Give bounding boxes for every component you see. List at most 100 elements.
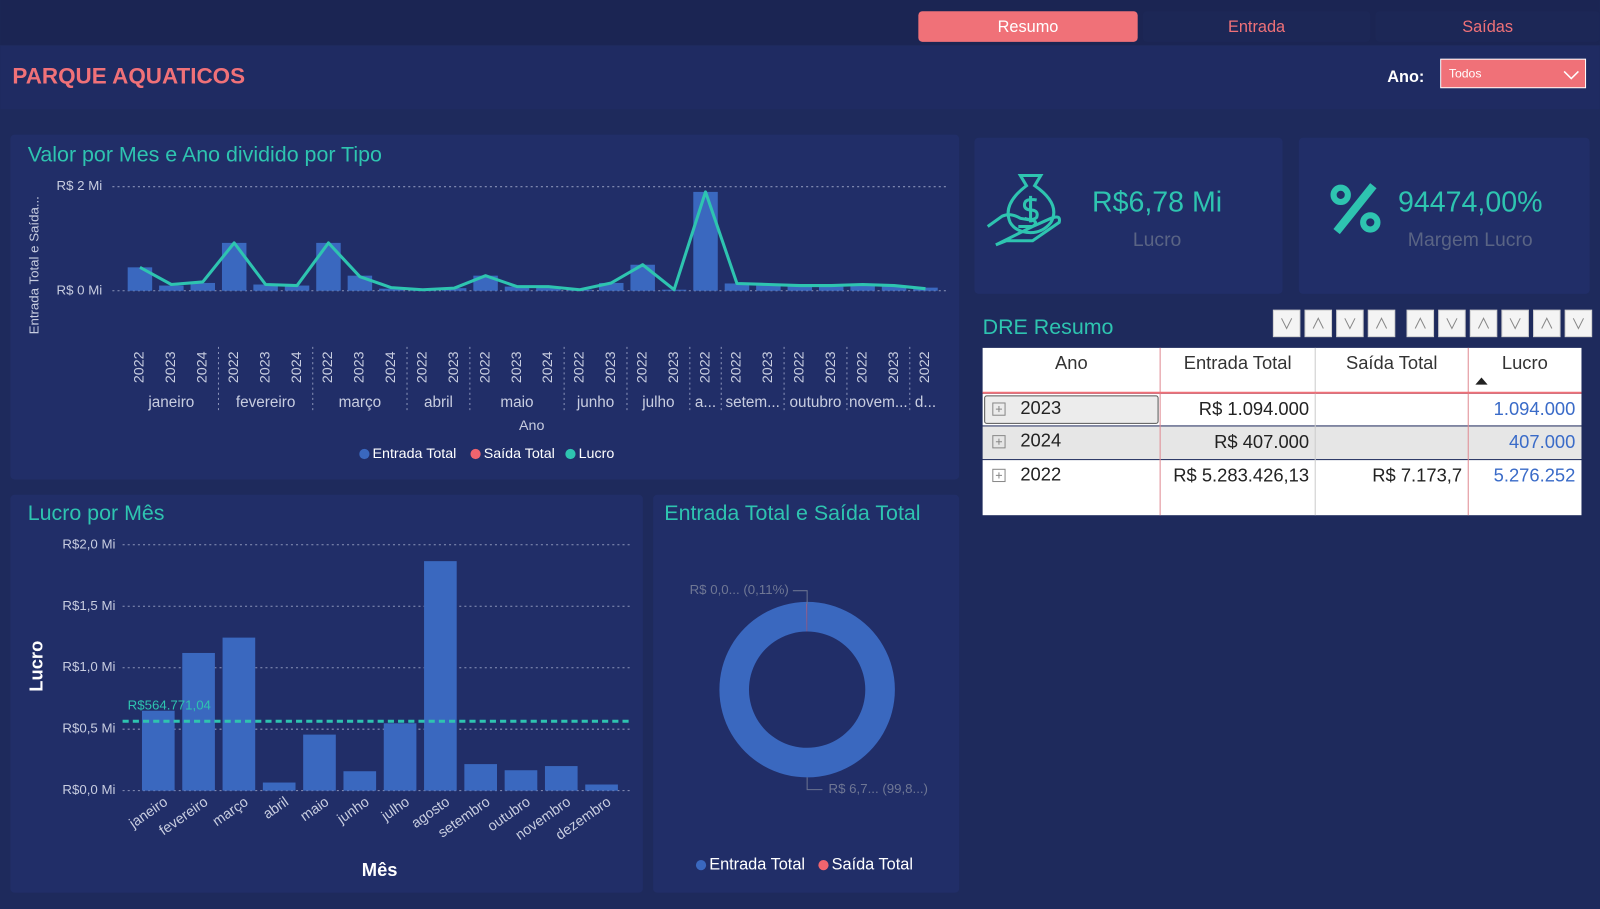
table-cell: 2022 — [1020, 463, 1061, 484]
data-label: R$ 0,0... (0,11%) — [690, 582, 789, 597]
bar — [756, 285, 781, 291]
tab[interactable] — [918, 11, 1138, 42]
x-group-label: fevereiro — [236, 394, 296, 411]
expand-icon — [992, 435, 1006, 449]
kpi-label: Margem Lucro — [1408, 229, 1533, 251]
toolbar-button[interactable] — [1501, 309, 1529, 338]
bar — [222, 637, 256, 791]
panel — [653, 494, 960, 893]
panel — [10, 134, 960, 480]
legend-label: Saída Total — [484, 446, 555, 462]
cell-text: R$ 1.094.000 — [1198, 398, 1310, 420]
x-group-label: maio — [500, 394, 533, 411]
cell-text: 5.276.252 — [1493, 465, 1576, 486]
table-cell: 407.000 — [1508, 431, 1576, 452]
selected-cell — [984, 395, 1159, 424]
x-group-label: abril — [424, 394, 453, 411]
bar — [424, 561, 457, 791]
toolbar-button[interactable] — [1533, 309, 1561, 338]
bar — [303, 734, 336, 791]
leader-line — [806, 777, 823, 791]
toolbar-button[interactable] — [1304, 309, 1333, 338]
x-group-label: outubro — [790, 394, 842, 411]
x-group-label: novem... — [849, 394, 908, 411]
bar — [881, 285, 907, 291]
column-header: Lucro — [1502, 352, 1548, 373]
bar — [379, 288, 404, 291]
filter-dropdown[interactable] — [1440, 58, 1587, 89]
toolbar-button[interactable] — [1406, 309, 1435, 338]
x-tick-label: 2022 — [572, 351, 588, 383]
cell-text: R$ 407.000 — [1214, 431, 1310, 452]
bar — [504, 770, 538, 791]
panel — [1298, 137, 1590, 294]
toolbar-button[interactable] — [1564, 309, 1593, 338]
page-title: PARQUE AQUATICOS — [12, 63, 245, 88]
expand-icon — [992, 468, 1006, 483]
bar — [693, 191, 718, 291]
data-label: R$ 6,7... (99,8...) — [829, 781, 928, 796]
tab[interactable] — [1375, 11, 1600, 42]
bar — [504, 286, 530, 291]
toolbar-button[interactable] — [1469, 309, 1498, 338]
filter-value[interactable]: Todos — [1449, 67, 1482, 81]
legend-swatch — [818, 860, 829, 871]
bar — [599, 282, 624, 291]
bar — [190, 282, 216, 291]
bar — [544, 766, 578, 791]
cell-text: 407.000 — [1508, 431, 1576, 452]
tab-label[interactable]: Saídas — [1462, 18, 1513, 36]
x-tick-label: 2022 — [729, 351, 745, 383]
percent-icon — [1330, 183, 1381, 235]
expand-plus — [995, 438, 1002, 445]
x-tick-label: 2022 — [226, 351, 242, 383]
bar — [343, 771, 377, 791]
bar — [262, 782, 296, 791]
legend-label: Entrada Total — [709, 855, 805, 873]
table-cell: R$ 407.000 — [1214, 431, 1310, 452]
x-tick-label: 2022 — [634, 351, 650, 383]
cell-text: R$ 5.283.426,13 — [1173, 465, 1310, 486]
x-tick-label: 2024 — [540, 351, 556, 383]
bar — [724, 283, 750, 291]
x-tick-label: 2022 — [854, 351, 870, 383]
bar — [141, 710, 175, 791]
legend-swatch — [565, 448, 576, 460]
x-tick-label: 2023 — [603, 351, 619, 383]
toolbar-icon — [1414, 317, 1426, 329]
leader-line — [792, 590, 808, 604]
panel — [10, 494, 643, 893]
expand-icon — [992, 402, 1006, 416]
toolbar-button[interactable] — [1438, 309, 1466, 338]
bar — [536, 287, 561, 291]
chart-title: Entrada Total e Saída Total — [664, 501, 920, 525]
x-tick-label: 2023 — [823, 351, 839, 383]
legend-swatch — [695, 860, 707, 871]
toolbar-button[interactable] — [1272, 309, 1301, 338]
legend-label: Lucro — [579, 446, 615, 462]
table-cell: 5.276.252 — [1493, 465, 1576, 486]
tab-label[interactable]: Entrada — [1228, 18, 1286, 36]
cell-text: R$ 7.173,7 — [1372, 465, 1463, 486]
x-group-label: setem... — [725, 394, 779, 411]
bar — [284, 285, 310, 291]
x-tick-label: 2022 — [320, 351, 336, 383]
kpi-label: Lucro — [1133, 229, 1181, 251]
tab[interactable] — [1142, 11, 1371, 42]
toolbar-button[interactable] — [1367, 309, 1396, 338]
x-tick-label: 2023 — [666, 351, 682, 383]
bar — [253, 284, 278, 291]
table-cell: 2023 — [1020, 397, 1061, 418]
x-tick-label: 2024 — [289, 351, 305, 383]
reference-label: R$564.771,04 — [128, 697, 211, 712]
chart-title: Lucro por Mês — [28, 501, 165, 525]
table-row — [982, 460, 1582, 516]
table-cell: 1.094.000 — [1494, 399, 1576, 419]
x-group-label: d... — [915, 394, 936, 411]
tab-label[interactable]: Resumo — [998, 18, 1059, 36]
toolbar-icon — [1375, 317, 1388, 329]
x-tick-label: 2023 — [886, 351, 902, 383]
y-tick-label: R$ 0 Mi — [57, 282, 103, 297]
toolbar-button[interactable] — [1336, 309, 1364, 338]
toolbar-icon — [1477, 317, 1490, 329]
